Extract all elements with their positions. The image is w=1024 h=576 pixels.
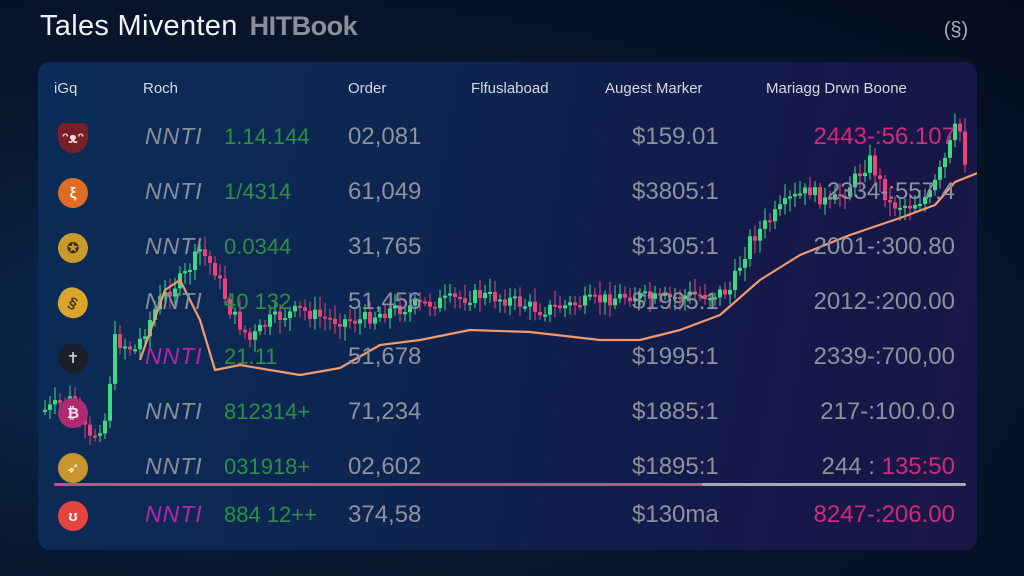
row-symbol: NNTI xyxy=(145,288,203,314)
row-range: 2339-:700,00 xyxy=(813,343,955,370)
table-row[interactable]: ʊ NNTI 884 12++ 374,58 $130ma 8247-:206.… xyxy=(38,495,977,535)
row-change: 21.11 xyxy=(224,344,278,369)
row-change: 0.0344 xyxy=(224,234,292,259)
column-header-roch[interactable]: Roch xyxy=(143,80,179,97)
row-price: $159.01 xyxy=(632,123,719,150)
pink-token-icon: ₿ xyxy=(58,398,88,428)
row-symbol: NNTI xyxy=(145,233,203,259)
column-header-order[interactable]: Order xyxy=(348,80,387,97)
row-price: $1895:1 xyxy=(632,453,719,480)
row-range-value: 135:50 xyxy=(881,453,955,480)
table-row[interactable]: ✪ NNTI 0.0344 31,765 $1305:1 2001-:300.8… xyxy=(38,227,977,267)
row-symbol: NNTI xyxy=(145,398,203,424)
table-row[interactable]: ➶ NNTI 031918+ 02,602 $1895:1 244 : 135:… xyxy=(38,447,977,487)
column-header-augest-marker[interactable]: Augest Marker xyxy=(605,80,703,97)
row-price: $1995:1 xyxy=(632,343,719,370)
gold-coin-icon: ✪ xyxy=(58,233,88,263)
row-order: 51,456 xyxy=(348,288,422,315)
row-price: $1995:1 xyxy=(632,288,719,315)
row-range: 244 : 135:50 xyxy=(822,453,955,481)
row-symbol: NNTI xyxy=(145,343,203,369)
table-row[interactable]: § NNTI 40 132 51,456 $1995:1 2012-:200.0… xyxy=(38,282,977,323)
row-range: 2012-:200.00 xyxy=(813,288,955,315)
row-range-prefix: 244 : xyxy=(821,453,875,480)
row-price: $3805:1 xyxy=(632,178,719,205)
header: Tales Miventen HITBook xyxy=(40,10,358,54)
row-change: 812314+ xyxy=(224,399,311,424)
row-order: 02,602 xyxy=(348,453,422,480)
row-order: 02,081 xyxy=(348,123,422,150)
row-price: $1885:1 xyxy=(632,398,719,425)
row-symbol: NNTI xyxy=(145,123,203,149)
column-header-igq[interactable]: iGq xyxy=(54,80,78,97)
row-change: 1/4314 xyxy=(224,179,292,204)
app-subtitle: HITBook xyxy=(249,11,358,41)
table-row[interactable]: ξ NNTI 1/4314 61,049 $3805:1 2334-:557.4 xyxy=(38,172,977,212)
row-change: 884 12++ xyxy=(224,502,317,527)
cat-face-icon: ᵔᴥᵔ xyxy=(58,123,88,153)
coin-badge-icon[interactable]: (§) xyxy=(943,19,969,41)
row-range: 217-:100.0.0 xyxy=(820,398,955,425)
table-row[interactable]: ✝ NNTI 21.11 51,678 $1995:1 2339-:700,00 xyxy=(38,337,977,377)
row-range: 2001-:300.80 xyxy=(813,233,955,260)
table-row[interactable]: ᵔᴥᵔ NNTI 1.14.144 02,081 $159.01 2443-:5… xyxy=(38,117,977,157)
row-divider xyxy=(54,483,966,486)
row-range: 2334-:557.4 xyxy=(826,178,955,205)
row-order: 31,765 xyxy=(348,233,422,260)
row-range: 2443-:56.107 xyxy=(813,123,955,150)
yellow-token-icon: § xyxy=(53,283,93,323)
row-order: 51,678 xyxy=(348,343,422,370)
row-change: 40 132 xyxy=(224,289,292,314)
row-order: 374,58 xyxy=(348,501,422,528)
row-order: 71,234 xyxy=(348,398,422,425)
row-range: 8247-:206.00 xyxy=(813,501,955,528)
red-token-icon: ʊ xyxy=(58,501,88,531)
figure-icon: ✝ xyxy=(58,343,88,373)
column-header-mariagg-drwn-boone[interactable]: Mariagg Drwn Boone xyxy=(766,80,907,97)
row-symbol: NNTI xyxy=(145,178,203,204)
app-title: Tales Miventen xyxy=(40,10,238,42)
row-symbol: NNTI xyxy=(145,453,203,479)
row-order: 61,049 xyxy=(348,178,422,205)
column-header-flfuslaboad[interactable]: Flfuslaboad xyxy=(471,80,549,97)
row-change: 031918+ xyxy=(224,454,311,479)
gold-compass-icon: ➶ xyxy=(58,453,88,483)
row-price: $130ma xyxy=(632,501,719,528)
table-row[interactable]: ₿ NNTI 812314+ 71,234 $1885:1 217-:100.0… xyxy=(38,392,977,432)
row-symbol: NNTI xyxy=(145,501,203,527)
market-table-panel: iGq Roch Order Flfuslaboad Augest Marker… xyxy=(38,62,977,550)
row-price: $1305:1 xyxy=(632,233,719,260)
orange-snake-icon: ξ xyxy=(58,178,88,208)
row-change: 1.14.144 xyxy=(224,124,310,149)
